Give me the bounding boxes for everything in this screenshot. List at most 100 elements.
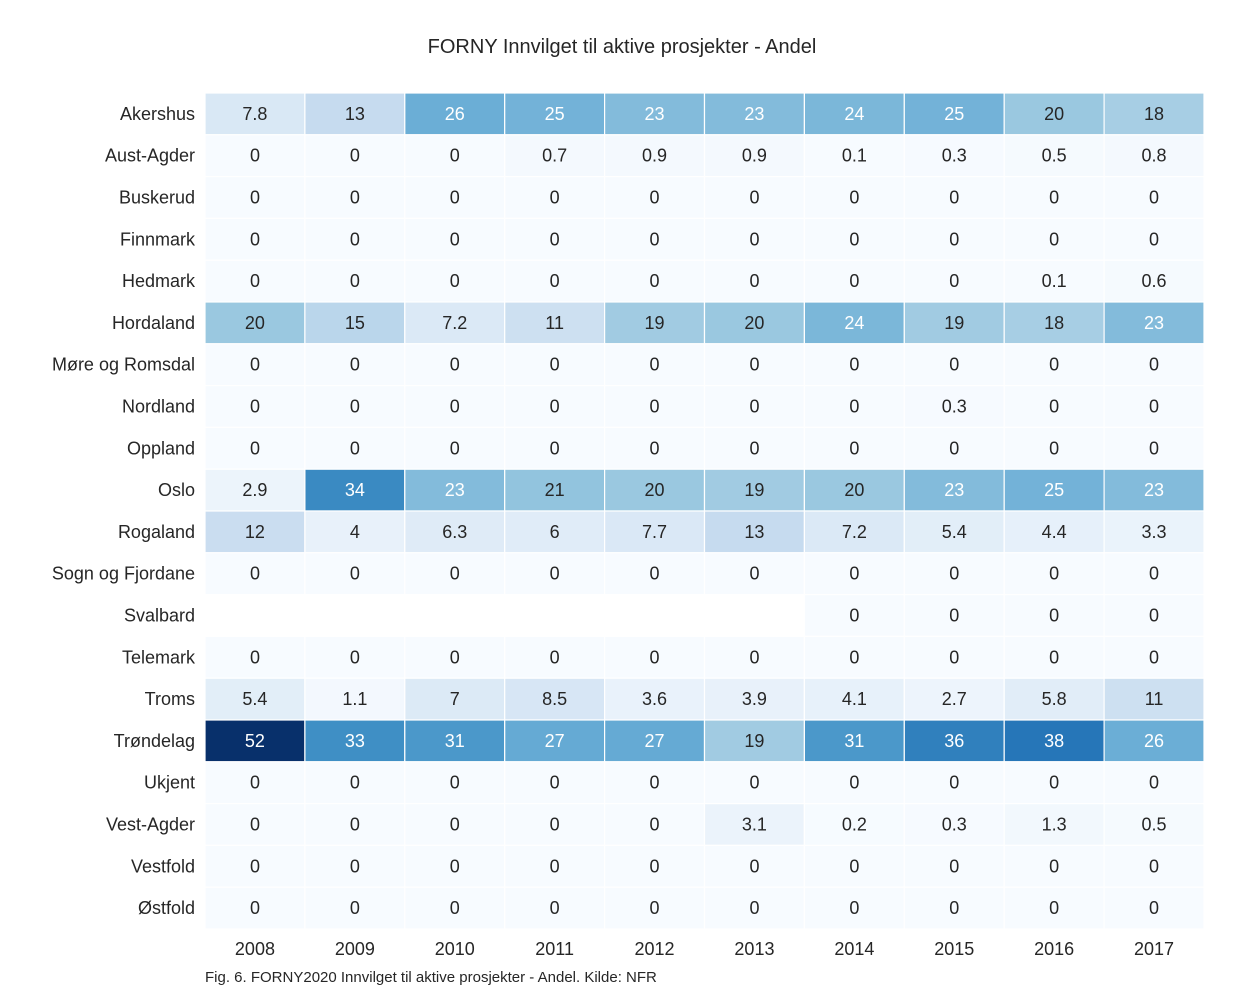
chart-title: FORNY Innvilget til aktive prosjekter - … — [427, 36, 817, 58]
y-tick-label: Trøndelag — [114, 731, 195, 751]
heatmap-cell — [504, 259, 606, 303]
heatmap-cell — [204, 301, 306, 345]
heatmap-cell — [903, 510, 1005, 554]
cell-label: 0 — [949, 647, 959, 667]
cell-label: 0 — [949, 271, 959, 291]
heatmap-cell — [803, 844, 905, 888]
cell-label: 0 — [450, 856, 460, 876]
cell-label: 34 — [345, 480, 365, 500]
cell-label: 0 — [550, 438, 560, 458]
cell-label: 0 — [949, 355, 959, 375]
heatmap-cell — [304, 719, 406, 763]
cell-label: 0 — [1049, 856, 1059, 876]
cell-label: 20 — [744, 313, 764, 333]
cell-label: 24 — [844, 313, 864, 333]
cell-label: 0 — [650, 647, 660, 667]
heatmap-cell — [504, 134, 606, 178]
heatmap-cell — [703, 385, 806, 429]
heatmap-cell — [1003, 343, 1105, 387]
heatmap-cell — [803, 635, 905, 679]
heatmap-cell — [504, 635, 606, 679]
y-tick-label: Møre og Romsdal — [52, 355, 195, 375]
cell-label: 31 — [844, 731, 864, 751]
heatmap-cell — [703, 259, 806, 303]
cell-label: 0 — [650, 898, 660, 918]
cell-label: 0 — [350, 898, 360, 918]
cell-label: 0 — [749, 898, 759, 918]
cell-label: 3.3 — [1142, 522, 1167, 542]
cell-label: 33 — [345, 731, 365, 751]
x-tick-label: 2013 — [734, 939, 774, 959]
y-tick-label: Troms — [145, 689, 195, 709]
heatmap-cell — [1103, 385, 1205, 429]
cell-label: 0 — [450, 898, 460, 918]
cell-label: 0 — [550, 564, 560, 584]
cell-label: 19 — [944, 313, 964, 333]
heatmap-cell — [803, 217, 905, 261]
cell-label: 0 — [949, 229, 959, 249]
heatmap-cell — [903, 176, 1005, 220]
heatmap-cell — [404, 552, 506, 596]
heatmap-cell — [903, 92, 1005, 136]
x-tick-label: 2014 — [834, 939, 874, 959]
cell-label: 23 — [645, 104, 665, 124]
x-tick-label: 2016 — [1034, 939, 1074, 959]
cell-label: 0 — [749, 271, 759, 291]
cell-label: 0 — [749, 856, 759, 876]
cell-label: 7.7 — [642, 522, 667, 542]
heatmap-cell — [603, 385, 706, 429]
cell-label: 5.4 — [242, 689, 267, 709]
heatmap-cell — [404, 635, 506, 679]
heatmap-cell — [1003, 886, 1105, 930]
cell-label: 6 — [550, 522, 560, 542]
cell-label: 0 — [1149, 397, 1159, 417]
heatmap-cell — [1103, 259, 1205, 303]
cell-label: 0 — [949, 188, 959, 208]
heatmap-cell — [703, 92, 806, 136]
cell-label: 25 — [1044, 480, 1064, 500]
cell-label: 0 — [1049, 355, 1059, 375]
cell-label: 20 — [645, 480, 665, 500]
heatmap-cell — [504, 886, 606, 930]
heatmap-cell — [304, 552, 406, 596]
heatmap-cell — [404, 259, 506, 303]
heatmap-cell — [903, 802, 1005, 846]
cell-label: 0 — [1149, 438, 1159, 458]
cell-label: 27 — [545, 731, 565, 751]
cell-label: 0.6 — [1142, 271, 1167, 291]
cell-label: 0 — [749, 773, 759, 793]
cell-label: 0 — [250, 647, 260, 667]
heatmap-cell — [404, 886, 506, 930]
heatmap-cell — [803, 510, 905, 554]
y-tick-label: Finnmark — [120, 229, 196, 249]
y-tick-label: Sogn og Fjordane — [52, 564, 195, 584]
cell-label: 0.1 — [1042, 271, 1067, 291]
heatmap-cell — [304, 259, 406, 303]
cell-label: 0 — [650, 856, 660, 876]
cell-label: 0 — [1049, 647, 1059, 667]
cell-label: 0.9 — [742, 146, 767, 166]
cell-label: 0 — [1149, 773, 1159, 793]
heatmap-cell — [504, 217, 606, 261]
cell-label: 0 — [749, 229, 759, 249]
cell-label: 0 — [1149, 606, 1159, 626]
heatmap-cell — [404, 385, 506, 429]
cell-label: 3.1 — [742, 815, 767, 835]
cell-label: 19 — [744, 480, 764, 500]
heatmap-cell — [204, 761, 306, 805]
cell-label: 0 — [450, 564, 460, 584]
cell-label: 0 — [250, 564, 260, 584]
cell-label: 27 — [645, 731, 665, 751]
cell-label: 0 — [650, 188, 660, 208]
cell-label: 0 — [450, 815, 460, 835]
heatmap-cell — [404, 510, 506, 554]
cell-label: 2.9 — [242, 480, 267, 500]
heatmap-cell — [603, 426, 706, 470]
cell-label: 4 — [350, 522, 360, 542]
heatmap-cell — [304, 217, 406, 261]
cell-label: 0 — [749, 188, 759, 208]
heatmap-cell — [1103, 552, 1205, 596]
cell-label: 0 — [550, 856, 560, 876]
heatmap-cell — [903, 301, 1005, 345]
